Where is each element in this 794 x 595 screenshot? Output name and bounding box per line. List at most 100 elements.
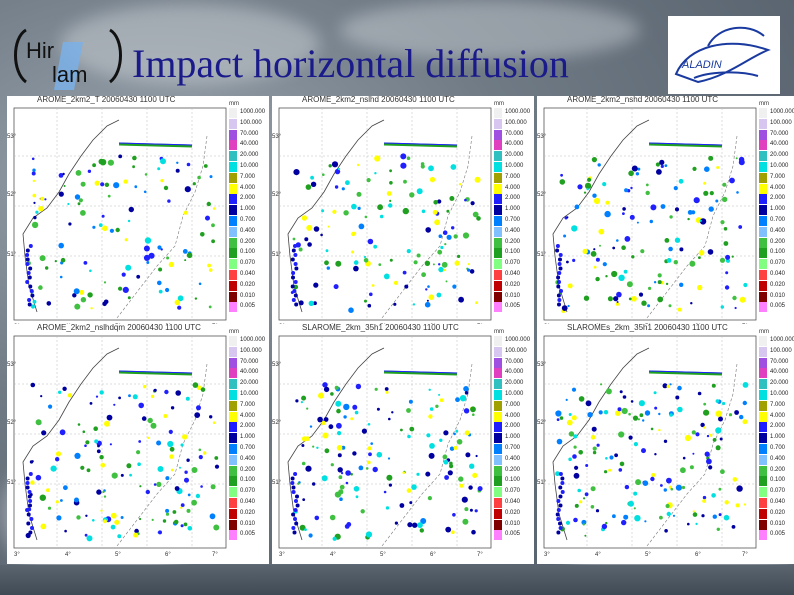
precip-cell	[92, 163, 96, 168]
legend-swatch	[494, 476, 502, 487]
legend-level: 0.020	[240, 281, 256, 288]
precip-cell	[94, 439, 99, 444]
legend-row: 7.000	[229, 172, 269, 183]
legend-swatch	[229, 508, 237, 519]
panel-title: SLAROME_2km_35h1 20060430 1100 UTC	[302, 323, 459, 332]
legend-level: 10.000	[240, 391, 259, 397]
precip-cell	[364, 299, 367, 303]
precip-cell	[647, 304, 651, 308]
precip-cell	[557, 271, 562, 275]
precip-cell	[583, 295, 590, 301]
precip-cell	[595, 276, 600, 282]
precip-cell	[679, 282, 684, 287]
precip-cell	[290, 257, 295, 262]
precip-cell	[389, 181, 393, 185]
precip-cell	[206, 201, 211, 207]
precip-cell	[167, 440, 174, 448]
map-panel-2: AROME_2km2_nslhd 20060430 1100 UTC 53° 52°…	[272, 95, 534, 336]
precip-cell	[469, 269, 475, 274]
precip-cell	[357, 206, 361, 210]
precip-cell	[291, 485, 296, 490]
precip-cell	[182, 434, 188, 440]
precip-cell	[585, 400, 592, 407]
precip-cell	[470, 406, 476, 413]
legend-level: 0.100	[770, 477, 786, 484]
precip-cell	[674, 237, 681, 243]
precip-cell	[298, 300, 304, 306]
legend-row: 4.000	[229, 411, 269, 422]
legend-level: 1.000	[240, 206, 256, 213]
precip-cell	[624, 188, 629, 193]
legend-level: 0.200	[505, 466, 521, 473]
precip-cell	[110, 512, 117, 519]
precip-band	[118, 142, 193, 148]
precip-cell	[325, 249, 329, 253]
precip-band	[383, 370, 458, 374]
precip-cell	[616, 291, 622, 298]
precip-cell	[307, 242, 312, 247]
legend-level: 0.700	[240, 217, 256, 223]
precip-cell	[374, 172, 377, 175]
precip-cell	[165, 508, 170, 513]
legend-row: 1.000	[759, 205, 794, 216]
precip-cell	[87, 292, 93, 298]
precip-cell	[58, 390, 62, 394]
precip-cell	[668, 485, 672, 489]
legend-swatch	[229, 118, 237, 129]
precip-cell	[132, 155, 137, 161]
precip-cell	[32, 299, 37, 304]
precip-cell	[642, 419, 645, 422]
precip-cell	[203, 164, 208, 168]
precip-cell	[443, 459, 449, 465]
legend-swatch	[494, 108, 502, 118]
lat-tick-label: 52°	[7, 192, 17, 198]
precip-cell	[660, 484, 663, 487]
legend-level: 20.000	[505, 152, 524, 159]
precip-cell	[335, 400, 342, 407]
precip-cell	[605, 275, 608, 278]
precip-cell	[157, 245, 162, 250]
precip-cell	[26, 521, 31, 526]
precip-cell	[33, 215, 37, 220]
legend-level: 2.000	[770, 195, 786, 202]
precip-cell	[124, 238, 128, 242]
precip-cell	[77, 202, 81, 206]
precip-cell	[703, 402, 707, 406]
precip-cell	[703, 190, 709, 196]
legend-level: 0.100	[240, 249, 256, 256]
legend-swatch	[759, 226, 767, 237]
legend-level: 0.040	[240, 271, 256, 277]
precip-cell	[337, 167, 341, 171]
precip-cell	[163, 414, 168, 418]
precip-cell	[465, 452, 471, 458]
legend-level: 0.005	[505, 531, 521, 538]
legend-row: 40.000	[494, 140, 534, 151]
precip-cell	[125, 264, 132, 271]
legend-level: 10.000	[240, 163, 259, 169]
legend-level: 0.020	[505, 509, 521, 516]
precip-cell	[308, 533, 313, 538]
precip-cell	[118, 396, 121, 400]
precip-cell	[425, 227, 431, 233]
precip-cell	[26, 512, 31, 517]
precip-cell	[385, 390, 389, 394]
precip-cell	[674, 207, 680, 212]
legend-swatch	[229, 476, 237, 487]
precip-cell	[121, 272, 126, 277]
precip-cell	[389, 169, 392, 173]
precip-cell	[695, 522, 698, 526]
precip-cell	[648, 286, 652, 290]
precip-cell	[722, 182, 727, 187]
precip-cell	[682, 456, 686, 460]
precip-cell	[435, 404, 439, 408]
legend-level: 0.200	[240, 466, 256, 473]
precip-cell	[110, 524, 116, 530]
precip-cell	[153, 483, 157, 486]
precip-cell	[353, 265, 359, 272]
precip-cell	[574, 204, 580, 210]
precip-cell	[638, 292, 644, 297]
precip-cell	[428, 452, 435, 459]
precip-cell	[720, 220, 725, 225]
precip-cell	[669, 413, 673, 417]
precip-cell	[433, 200, 438, 205]
